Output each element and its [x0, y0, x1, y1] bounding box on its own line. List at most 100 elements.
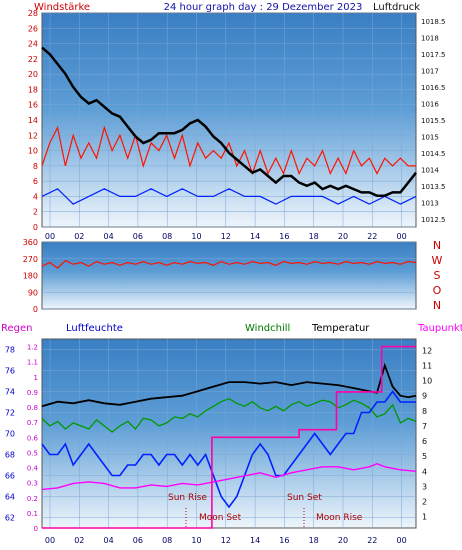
series-windstaerke: [41, 125, 416, 176]
hour-label: 16: [279, 232, 289, 241]
wind-tick-label: 6: [33, 177, 38, 186]
dir-tick-label: 180: [23, 272, 38, 281]
temp-tick-label: 10: [422, 377, 432, 386]
hour-label-p3: 04: [104, 536, 114, 545]
humidity-tick-label: 76: [5, 367, 15, 376]
temp-tick-label: 4: [422, 467, 427, 476]
compass-label: O: [433, 284, 442, 297]
wind-tick-label: 14: [28, 116, 38, 125]
hour-label: 06: [133, 232, 143, 241]
wind-tick-label: 2: [33, 208, 38, 217]
hour-label: 04: [104, 232, 114, 241]
rain-tick-label: 1.1: [27, 359, 38, 367]
series-taupunkt: [41, 462, 417, 491]
wind-tick-label: 4: [33, 192, 38, 201]
hour-label: 08: [162, 232, 172, 241]
wind-tick-label: 10: [28, 147, 38, 156]
wind-tick-label: 16: [28, 101, 38, 110]
dir-tick-label: 90: [28, 288, 38, 297]
wind-tick-label: 18: [28, 85, 38, 94]
dir-tick-label: 0: [33, 305, 38, 314]
humidity-tick-label: 72: [5, 409, 15, 418]
pressure-tick-label: 1016.5: [421, 84, 446, 92]
hour-label: 00: [397, 232, 407, 241]
wind-tick-label: 12: [28, 131, 38, 140]
pressure-tick-label: 1013: [421, 199, 439, 207]
hour-label-p3: 10: [191, 536, 201, 545]
wind-tick-label: 28: [28, 9, 38, 18]
rain-tick-label: 0.4: [27, 465, 39, 473]
hour-label-p3: 08: [162, 536, 172, 545]
rain-tick-label: 0.7: [27, 419, 38, 427]
humidity-tick-label: 68: [5, 451, 15, 460]
pressure-tick-label: 1016: [421, 101, 439, 109]
label-regen: Regen: [1, 323, 33, 334]
humidity-tick-label: 62: [5, 514, 15, 523]
dir-tick-label: 360: [23, 238, 38, 247]
humidity-tick-label: 64: [5, 493, 15, 502]
pressure-tick-label: 1018: [421, 35, 439, 43]
series-luftfeuchte: [41, 390, 416, 509]
pressure-tick-label: 1017.5: [421, 51, 446, 59]
label-taupunkt: Taupunkt: [417, 323, 462, 334]
wind-tick-label: 0: [33, 223, 38, 232]
label-luftfeuchte: Luftfeuchte: [66, 323, 123, 334]
temp-tick-label: 1: [422, 513, 427, 522]
temp-tick-label: 2: [422, 498, 427, 507]
wind-tick-label: 20: [28, 70, 38, 79]
pressure-tick-label: 1014.5: [421, 150, 446, 158]
temp-tick-label: 9: [422, 392, 427, 401]
rain-tick-label: 0.8: [27, 404, 38, 412]
hour-label-p3: 00: [45, 536, 55, 545]
hour-label-p3: 20: [338, 536, 348, 545]
wind-tick-label: 22: [28, 55, 38, 64]
annotation-moon-rise: Moon Rise: [316, 513, 363, 523]
label-temperatur: Temperatur: [311, 323, 370, 334]
hour-label-p3: 16: [279, 536, 289, 545]
humidity-tick-label: 70: [5, 430, 15, 439]
hour-label: 18: [309, 232, 319, 241]
rain-tick-label: 1.2: [27, 344, 38, 352]
pressure-tick-label: 1017: [421, 68, 439, 76]
rain-tick-label: 0.2: [27, 495, 38, 503]
pressure-tick-label: 1012.5: [421, 216, 446, 224]
temp-tick-label: 8: [422, 407, 427, 416]
temp-tick-label: 6: [422, 437, 427, 446]
hour-label-p3: 12: [221, 536, 231, 545]
compass-label: N: [433, 299, 441, 312]
dir-tick-label: 270: [23, 255, 38, 264]
chart-title: 24 hour graph day : 29 Dezember 2023: [164, 2, 363, 13]
pressure-tick-label: 1018.5: [421, 18, 446, 26]
hour-label: 12: [221, 232, 231, 241]
hour-label: 20: [338, 232, 348, 241]
hour-label: 22: [367, 232, 377, 241]
pressure-tick-label: 1015.5: [421, 117, 446, 125]
wind-tick-label: 8: [33, 162, 38, 171]
wind-tick-label: 24: [28, 40, 38, 49]
rain-tick-label: 1: [34, 374, 38, 382]
series-windchill: [41, 397, 417, 433]
hour-label: 10: [191, 232, 201, 241]
pressure-tick-label: 1014: [421, 166, 439, 174]
hour-label-p3: 18: [309, 536, 319, 545]
pressure-tick-label: 1015: [421, 133, 439, 141]
hour-label-p3: 00: [397, 536, 407, 545]
rain-tick-label: 0.5: [27, 449, 38, 457]
series-windrichtung: [41, 259, 417, 269]
annotation-sun-rise: Sun Rise: [168, 493, 207, 503]
rain-tick-label: 0.6: [27, 434, 39, 442]
wind-tick-label: 26: [28, 24, 38, 33]
temp-tick-label: 5: [422, 452, 427, 461]
hour-label-p3: 06: [133, 536, 143, 545]
hour-label-p3: 22: [367, 536, 377, 545]
temp-tick-label: 12: [422, 346, 432, 355]
series-luftdruck: [41, 46, 417, 197]
label-windchill: Windchill: [245, 323, 290, 334]
compass-label: W: [432, 254, 443, 267]
humidity-tick-label: 78: [5, 346, 15, 355]
hour-label: 14: [250, 232, 260, 241]
temp-tick-label: 7: [422, 422, 427, 431]
hour-label-p3: 02: [74, 536, 84, 545]
compass-label: N: [433, 239, 441, 252]
